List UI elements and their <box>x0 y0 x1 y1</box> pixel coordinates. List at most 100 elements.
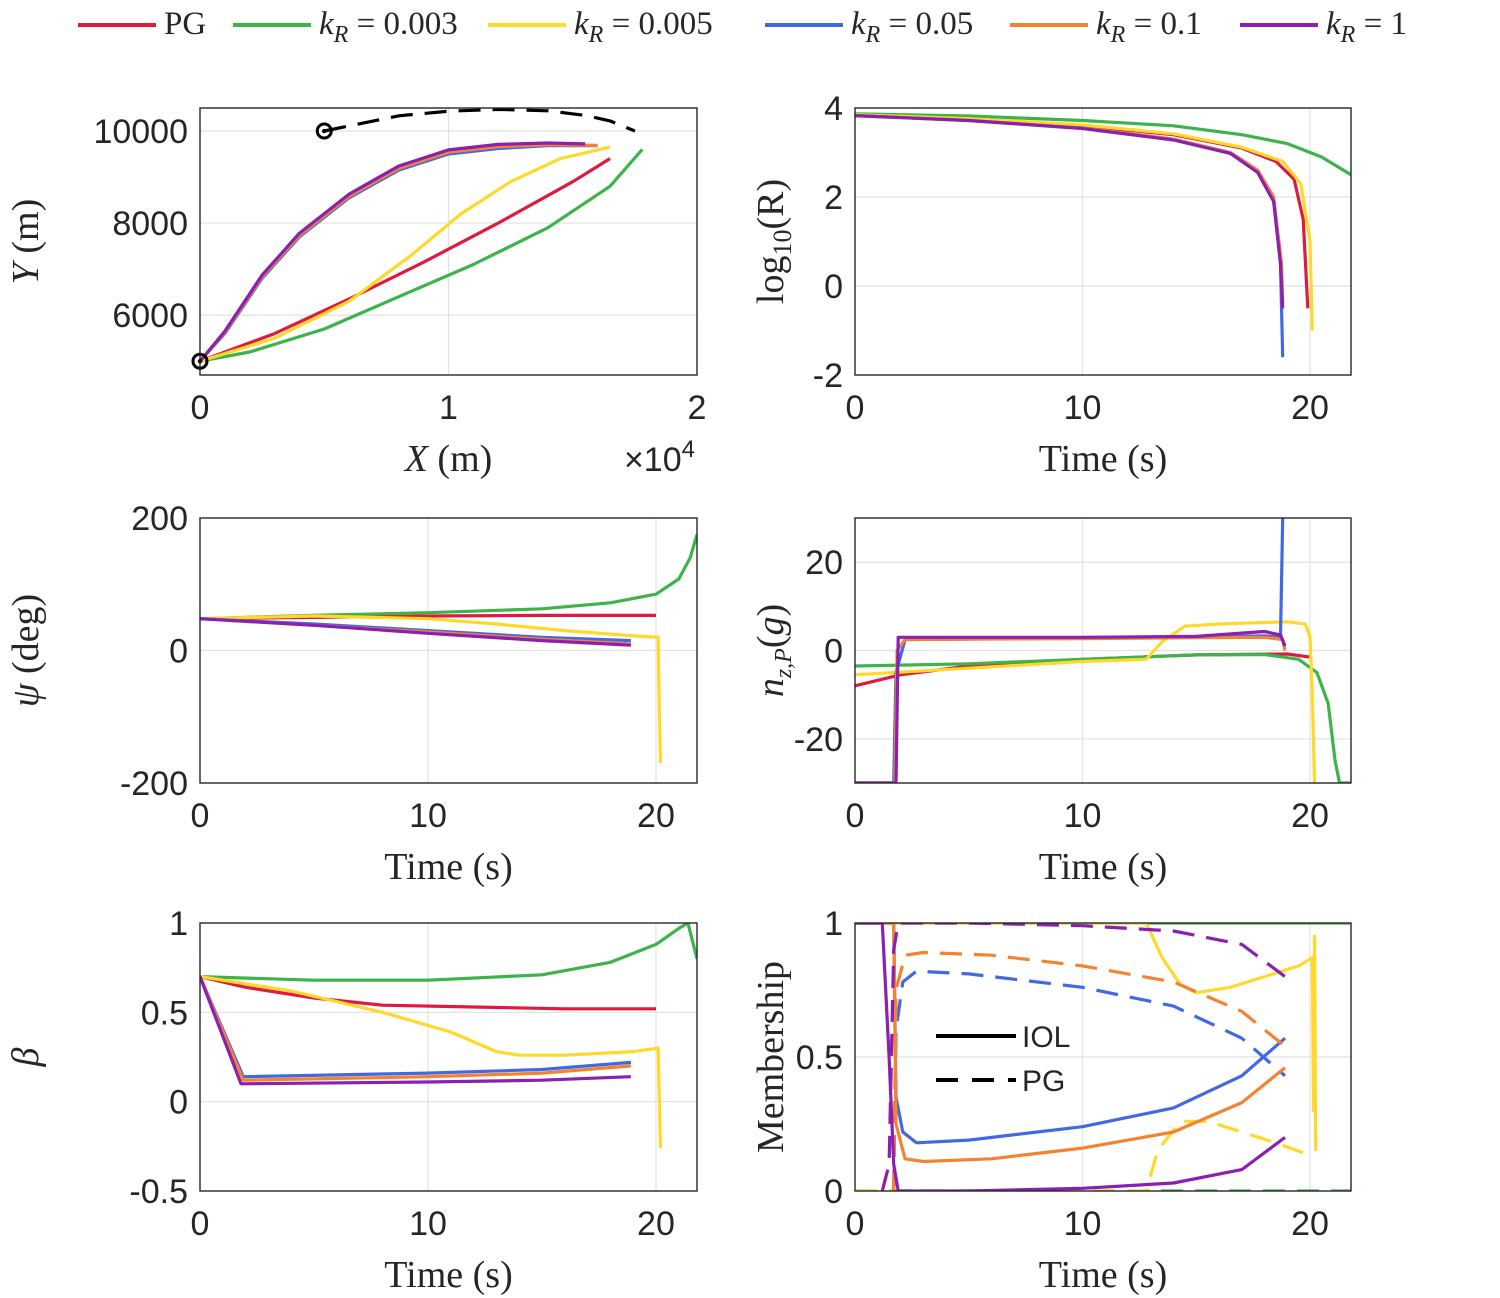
x-tick-label: 20 <box>1291 1205 1329 1243</box>
series-line <box>200 975 656 1011</box>
legend-label: PG <box>164 6 206 42</box>
series-line <box>855 923 1318 1151</box>
x-tick-label: 20 <box>637 797 675 835</box>
x-tick-label: 10 <box>1064 389 1102 427</box>
legend-label: kR = 0.05 <box>851 6 973 48</box>
x-tick-label: 20 <box>637 1205 675 1243</box>
x-tick-label: 10 <box>409 797 447 835</box>
legend-label: kR = 0.005 <box>574 6 713 48</box>
marker <box>315 122 333 140</box>
y-tick-label: -20 <box>794 721 843 759</box>
x-tick-label: 2 <box>688 389 707 427</box>
x-tick-label: 0 <box>846 797 865 835</box>
series-group <box>855 518 1351 783</box>
series-line <box>855 112 1351 177</box>
panel-trajectory: 0 1 2 6000 8000 10000 X (m) ×104 Y (m) <box>5 107 707 480</box>
y-tick-label: 0.5 <box>796 1039 843 1077</box>
x-axis-label: Time (s) <box>1039 846 1167 888</box>
y-tick-label: -2 <box>813 357 843 395</box>
series-group <box>200 923 697 1149</box>
series-line <box>200 614 663 764</box>
y-axis-label: nz,P(g) <box>750 604 797 697</box>
series-line <box>880 923 1286 1191</box>
series-line <box>855 923 1287 1164</box>
marker-center <box>322 128 327 134</box>
x-tick-label: 0 <box>191 797 210 835</box>
series-line <box>200 148 644 363</box>
y-axis-label: β <box>5 1047 47 1067</box>
legend-entry: PG <box>78 6 206 42</box>
x-tick-label: 20 <box>1291 797 1329 835</box>
series-line <box>200 141 586 363</box>
axes-frame <box>854 922 1352 1192</box>
series-line <box>200 617 631 647</box>
series-line <box>200 157 611 363</box>
y-tick-label: -0.5 <box>129 1173 188 1211</box>
x-axis-label: Time (s) <box>384 1254 512 1296</box>
legend-entry: kR = 0.1 <box>1010 6 1202 48</box>
legend-label: kR = 0.1 <box>1096 6 1202 48</box>
x-tick-label: 20 <box>1291 389 1329 427</box>
x-tick-label: 0 <box>846 389 865 427</box>
series-group <box>200 108 644 363</box>
style-legend-label: PG <box>1022 1065 1065 1098</box>
legend-entry: kR = 0.003 <box>233 6 458 48</box>
series-group <box>200 534 697 764</box>
style-legend-label: IOL <box>1022 1021 1070 1054</box>
series-line <box>855 629 1287 783</box>
y-tick-label: 200 <box>131 500 188 538</box>
series-line <box>200 144 598 363</box>
y-tick-label: 2 <box>824 179 843 217</box>
series-line <box>892 969 1287 1191</box>
series-line <box>200 143 598 363</box>
series-line <box>892 950 1287 1191</box>
y-tick-label: 6000 <box>112 297 188 335</box>
legend-label: kR = 1 <box>1326 6 1407 48</box>
style-legend: IOL PG <box>936 1021 1070 1098</box>
y-tick-label: 0 <box>824 633 843 671</box>
series-line <box>200 923 697 982</box>
series-group <box>855 112 1351 358</box>
y-axis-label: ψ (deg) <box>5 594 47 707</box>
y-tick-label: 1 <box>169 905 188 943</box>
series-line <box>855 114 1285 309</box>
series-line <box>200 975 632 1082</box>
x-tick-label: 10 <box>409 1205 447 1243</box>
y-tick-label: 4 <box>824 90 843 128</box>
exponent-label: ×104 <box>624 436 695 479</box>
y-tick-label: 0 <box>169 1084 188 1122</box>
series-line <box>855 620 1317 783</box>
legend-entry: kR = 0.005 <box>488 6 713 48</box>
series-line <box>323 108 636 133</box>
series-line <box>855 1119 1313 1191</box>
axes-frame <box>199 517 698 784</box>
series-line <box>855 113 1310 309</box>
y-tick-label: 1 <box>824 905 843 943</box>
axes-frame <box>199 107 698 376</box>
legend-label: kR = 0.003 <box>319 6 458 48</box>
axes-frame <box>854 107 1352 376</box>
y-tick-label: 0 <box>169 633 188 671</box>
y-tick-label: 0 <box>824 1173 843 1211</box>
series-line <box>855 923 1286 1191</box>
x-tick-label: 0 <box>191 389 210 427</box>
series-line <box>855 113 1314 331</box>
y-axis-label: Membership <box>750 961 792 1153</box>
legend-entry: kR = 0.05 <box>765 6 973 48</box>
y-tick-label: -200 <box>120 765 188 803</box>
y-tick-label: 10000 <box>93 113 188 151</box>
y-tick-label: 20 <box>805 544 843 582</box>
series-line <box>855 652 1351 783</box>
x-tick-label: 0 <box>191 1205 210 1243</box>
axes-frame <box>199 922 698 1192</box>
legend: PG kR = 0.003 kR = 0.005 kR = 0.05 kR = 0.1 k… <box>78 6 1407 48</box>
x-axis-label: Time (s) <box>1039 1254 1167 1296</box>
panel-membership: 0 10 20 0 0.5 1 Time (s) Membership IOL PG <box>750 905 1352 1296</box>
x-axis-label: Time (s) <box>384 846 512 888</box>
y-tick-label: 0.5 <box>141 994 188 1032</box>
